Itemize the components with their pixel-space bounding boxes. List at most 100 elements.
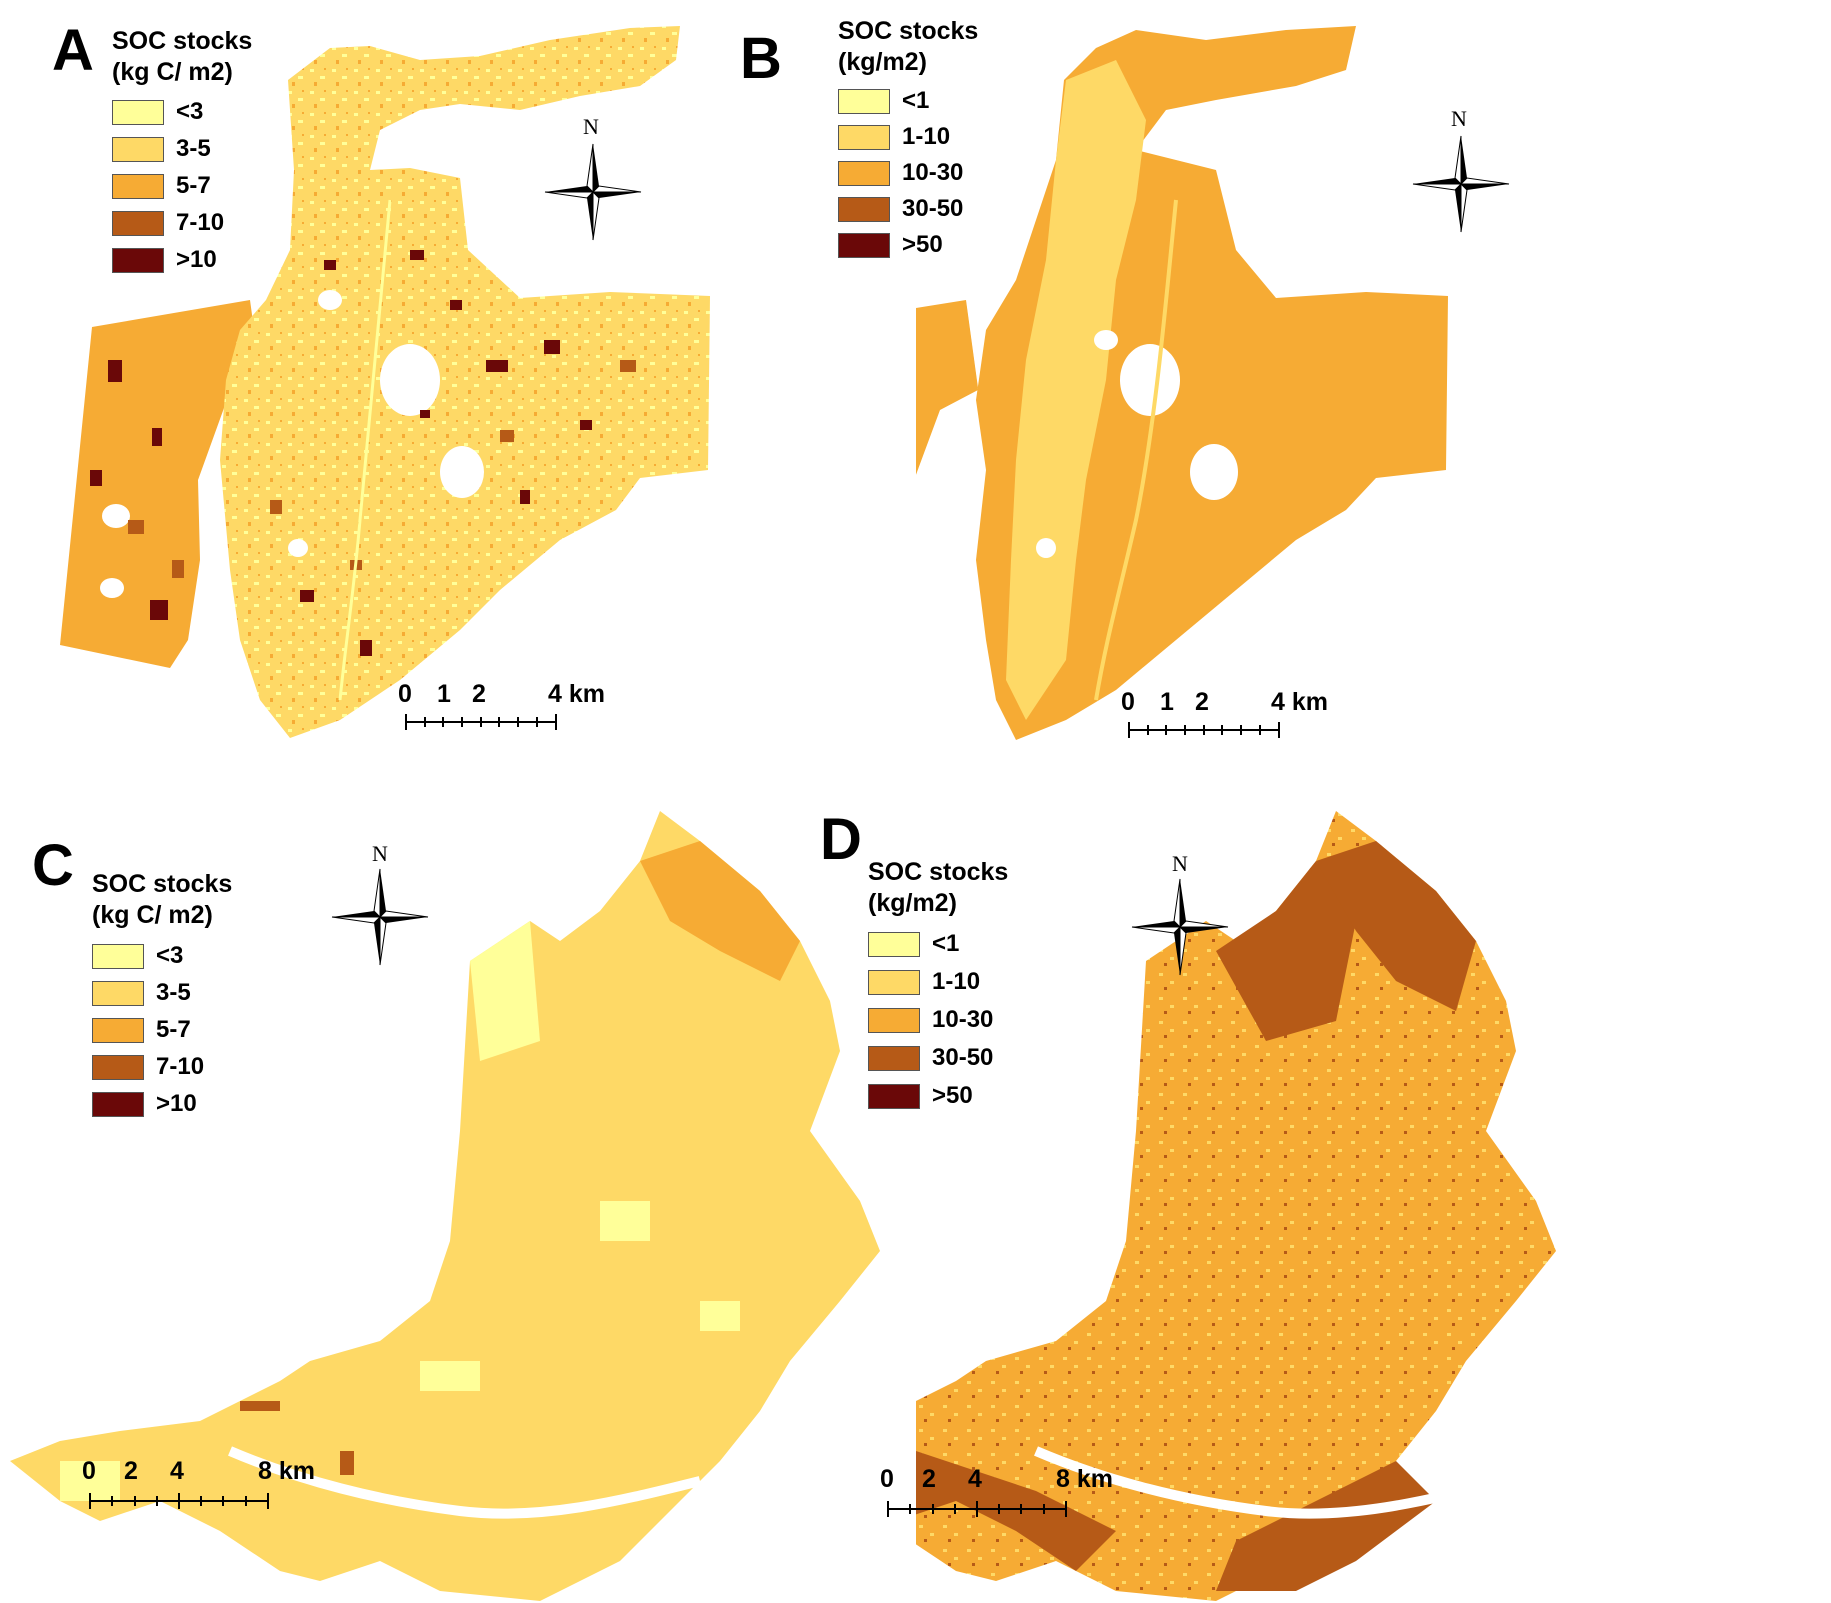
soc-map-c <box>10 811 880 1601</box>
legend-swatch <box>112 173 164 199</box>
map-lake <box>1094 330 1118 350</box>
map-lake <box>1120 344 1180 416</box>
legend-swatch <box>112 136 164 162</box>
legend-swatch <box>112 99 164 125</box>
soc-map-b <box>916 26 1448 740</box>
map-northeast-zone <box>1316 841 1476 1011</box>
legend-swatch <box>92 1054 144 1080</box>
panel-b: B B SOC stocks (kg/m2) <1 1-10 10-30 30-… <box>740 0 1831 801</box>
map-lake <box>440 446 484 498</box>
legend-item: 1-10 <box>838 122 950 152</box>
scale-tick-label: 2 <box>472 680 486 708</box>
panel-label: B <box>740 26 782 91</box>
legend-label: 5-7 <box>156 1016 191 1043</box>
scale-bar <box>1128 722 1280 738</box>
north-arrow-icon <box>544 143 642 241</box>
map-southeast-zone <box>1216 1461 1436 1591</box>
north-arrow-icon <box>1131 878 1229 976</box>
legend-label: 1-10 <box>932 968 981 995</box>
legend-item: <1 <box>838 86 929 116</box>
legend-item: 10-30 <box>868 1005 993 1035</box>
legend-label: 1-10 <box>902 123 951 150</box>
light-soc-patches <box>60 1201 740 1501</box>
legend-title: SOC stocks (kg C/ m2) <box>92 869 232 932</box>
soc-map-b-west <box>916 0 1831 801</box>
legend-label: >50 <box>932 1082 973 1109</box>
scale-tick-label: 1 <box>1160 688 1174 716</box>
scale-tick-label: 4 km <box>548 680 605 708</box>
legend-swatch <box>868 969 920 995</box>
scale-tick-label: 2 <box>124 1457 138 1485</box>
north-label: N <box>583 114 599 139</box>
scale-tick-label: 0 <box>398 680 412 708</box>
legend-item: >10 <box>112 245 217 275</box>
map-east-zone <box>640 841 800 981</box>
legend-label: >50 <box>902 231 943 258</box>
north-arrow-icon <box>1412 135 1510 233</box>
scale-tick-label: 4 <box>968 1465 982 1493</box>
scale-tick-label: 4 km <box>1271 688 1328 716</box>
legend-item: 7-10 <box>112 208 224 238</box>
map-river <box>1094 199 1178 701</box>
legend-swatch <box>838 160 890 186</box>
legend-title-line2: (kg C/ m2) <box>92 901 213 930</box>
legend-label: >10 <box>156 1090 197 1117</box>
scale-tick-label: 8 km <box>258 1457 315 1485</box>
scale-tick-label: 8 km <box>1056 1465 1113 1493</box>
legend-label: 5-7 <box>176 172 211 199</box>
legend-swatch <box>868 1045 920 1071</box>
legend-label: 7-10 <box>176 209 225 236</box>
north-label: N <box>1172 851 1188 876</box>
scale-tick-label: 0 <box>82 1457 96 1485</box>
map-lake <box>288 539 308 557</box>
map-north-zone <box>1216 861 1356 1041</box>
legend-item: 3-5 <box>92 978 191 1008</box>
legend-title-line1: SOC stocks <box>112 27 253 55</box>
legend-item: <1 <box>868 929 959 959</box>
legend-item: 30-50 <box>838 194 963 224</box>
scale-tick-label: 2 <box>1195 688 1209 716</box>
panel-a: A SOC stocks (kg C/ m2) <3 3-5 5-7 7-10 … <box>0 0 915 801</box>
panel-label: D <box>820 807 862 872</box>
legend-label: <3 <box>176 98 204 125</box>
map-lake <box>100 578 124 598</box>
legend-title-line1: SOC stocks <box>838 17 979 45</box>
map-north-stripe <box>470 921 540 1061</box>
legend-swatch <box>838 88 890 114</box>
map-lake <box>1190 444 1238 500</box>
legend-swatch <box>868 1083 920 1109</box>
legend-swatch <box>838 232 890 258</box>
legend-item: 5-7 <box>112 171 211 201</box>
map-lake <box>102 504 130 528</box>
legend-item: <3 <box>92 941 183 971</box>
legend-swatch <box>112 247 164 273</box>
legend-item: >50 <box>868 1081 973 1111</box>
scale-bar <box>89 1493 269 1509</box>
legend-swatch <box>92 1091 144 1117</box>
legend-title: SOC stocks (kg C/ m2) <box>112 26 252 89</box>
legend-label: <1 <box>932 930 960 957</box>
scale-tick-label: 0 <box>880 1465 894 1493</box>
legend-item: >10 <box>92 1089 197 1119</box>
legend-label: 3-5 <box>176 135 211 162</box>
legend-label: 10-30 <box>902 159 964 186</box>
high-soc-patches <box>90 250 592 656</box>
legend-label: <3 <box>156 942 184 969</box>
scale-tick-label: 2 <box>922 1465 936 1493</box>
scale-tick-label: 4 <box>170 1457 184 1485</box>
map-river <box>228 1446 702 1519</box>
map-city-area <box>10 811 880 1601</box>
scale-bar <box>405 714 557 730</box>
legend-item: <3 <box>112 97 203 127</box>
legend-swatch <box>838 196 890 222</box>
legend-item: >50 <box>838 230 943 260</box>
panel-c: C SOC stocks (kg C/ m2) <3 3-5 5-7 7-10 … <box>0 801 915 1602</box>
legend-label: 30-50 <box>932 1044 994 1071</box>
legend-label: 3-5 <box>156 979 191 1006</box>
legend-label: >10 <box>176 246 217 273</box>
legend-item: 5-7 <box>92 1015 191 1045</box>
scale-tick-label: 0 <box>1121 688 1135 716</box>
north-label: N <box>372 841 388 866</box>
map-lake <box>1036 538 1056 558</box>
legend-item: 1-10 <box>868 967 980 997</box>
